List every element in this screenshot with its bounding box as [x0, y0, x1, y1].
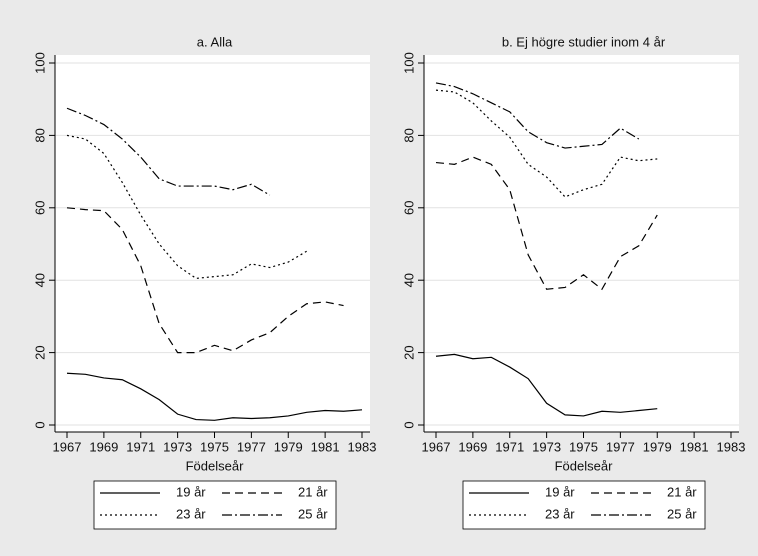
y-tick-label: 0: [401, 421, 416, 428]
x-tick-label: 1979: [643, 439, 672, 454]
x-tick-label: 1975: [200, 439, 229, 454]
legend-label: 19 år: [545, 484, 575, 499]
legend-label: 25 år: [298, 506, 328, 521]
panel-title: a. Alla: [197, 34, 233, 49]
x-tick-label: 1973: [163, 439, 192, 454]
y-tick-label: 20: [401, 345, 416, 359]
series-line: [435, 156, 658, 291]
y-tick-label: 100: [32, 52, 47, 74]
series-line: [435, 353, 658, 417]
legend-box: [93, 480, 337, 530]
x-tick-label: 1977: [606, 439, 635, 454]
y-tick-label: 80: [401, 128, 416, 142]
x-tick-label: 1981: [680, 439, 709, 454]
plot-area: [424, 55, 739, 432]
y-tick-label: 80: [32, 128, 47, 142]
x-tick-label: 1983: [717, 439, 746, 454]
series-line: [66, 372, 363, 421]
x-tick-label: 1969: [458, 439, 487, 454]
x-tick-label: 1977: [237, 439, 266, 454]
y-tick-label: 100: [401, 52, 416, 74]
y-tick-label: 60: [401, 201, 416, 215]
y-tick-label: 40: [32, 273, 47, 287]
x-tick-label: 1971: [495, 439, 524, 454]
series-line: [435, 89, 658, 198]
x-tick-label: 1971: [126, 439, 155, 454]
x-tick-label: 1975: [569, 439, 598, 454]
x-tick-label: 1979: [274, 439, 303, 454]
plot-area: [55, 55, 370, 432]
legend-label: 19 år: [176, 484, 206, 499]
y-tick-label: 20: [32, 345, 47, 359]
series-line: [66, 207, 344, 354]
x-tick-label: 1967: [53, 439, 82, 454]
x-tick-label: 1983: [348, 439, 377, 454]
panel-title: b. Ej högre studier inom 4 år: [502, 34, 666, 49]
y-tick-label: 40: [401, 273, 416, 287]
legend-label: 21 år: [667, 484, 697, 499]
legend-label: 23 år: [545, 506, 575, 521]
series-line: [66, 107, 271, 196]
x-axis-label: Födelseår: [186, 458, 244, 473]
x-tick-label: 1973: [532, 439, 561, 454]
y-tick-label: 60: [32, 201, 47, 215]
x-tick-label: 1967: [422, 439, 451, 454]
legend-box: [462, 480, 706, 530]
x-tick-label: 1981: [311, 439, 340, 454]
legend-label: 23 år: [176, 506, 206, 521]
series-line: [435, 82, 640, 149]
x-axis-label: Födelseår: [555, 458, 613, 473]
legend-label: 25 år: [667, 506, 697, 521]
legend-label: 21 år: [298, 484, 328, 499]
x-tick-label: 1969: [89, 439, 118, 454]
y-tick-label: 0: [32, 421, 47, 428]
